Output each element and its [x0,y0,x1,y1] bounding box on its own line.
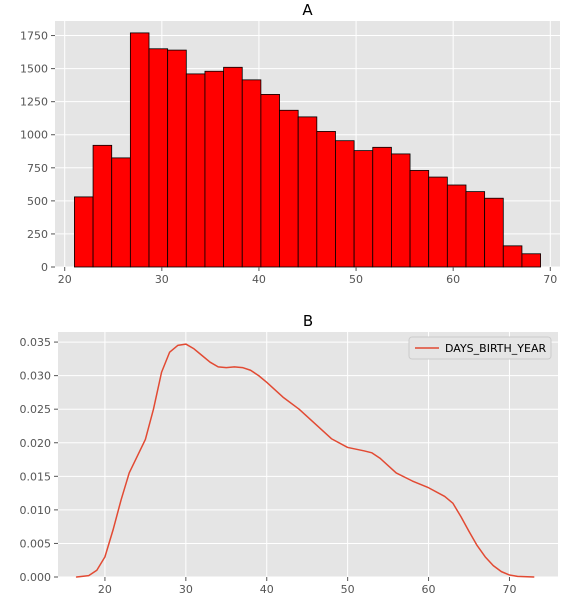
x-tick-label: 40 [252,273,266,286]
kde-line [75,343,535,578]
histogram-bar [465,191,486,268]
histogram-bar [185,73,206,268]
chart-title: B [303,312,313,330]
histogram-bar [148,48,169,268]
legend-label: DAYS_BIRTH_YEAR [445,342,546,355]
y-tick-label: 0.010 [20,504,52,517]
y-tick-label: 250 [27,228,48,241]
histogram-bar [521,253,541,268]
histogram-bar [204,70,224,268]
histogram-bar [316,131,336,268]
histogram-bar [223,66,243,268]
histogram-bar [92,144,113,268]
x-tick-label: 70 [543,273,557,286]
histogram-bar [297,116,318,268]
histogram-bar [502,245,523,268]
histogram-bar [129,32,150,268]
x-tick-label: 30 [179,583,193,596]
x-tick-label: 70 [502,583,516,596]
histogram-bar [409,170,430,268]
x-tick-label: 40 [260,583,274,596]
histogram-bar [391,153,411,268]
histogram-bar [260,94,280,268]
y-tick-label: 0.000 [20,571,52,584]
x-tick-label: 50 [341,583,355,596]
histogram-bar [279,109,299,268]
y-tick-label: 1750 [20,30,48,43]
x-tick-label: 60 [446,273,460,286]
x-tick-label: 60 [422,583,436,596]
y-tick-label: 0.005 [20,537,52,550]
y-tick-label: 1000 [20,129,48,142]
chart-title: A [302,1,313,19]
y-tick-label: 0 [41,261,48,274]
histogram-bar [446,184,467,268]
y-tick-label: 0.015 [20,470,52,483]
legend-frame [408,336,552,360]
plot-area [58,332,558,577]
legend: DAYS_BIRTH_YEAR [408,336,552,360]
histogram-bar [241,79,262,268]
y-tick-label: 500 [27,195,48,208]
chart-b: 20 30 40 50 60 70 0.000 0.005 0.010 0.015 0.020 0.0… [20,312,558,596]
histogram-bar [335,140,355,268]
y-tick-label: 0.035 [20,336,52,349]
x-tick-label: 20 [58,273,72,286]
y-tick-label: 750 [27,162,48,175]
y-tick-label: 0.025 [20,403,52,416]
y-tick-label: 0.020 [20,437,52,450]
x-tick-label: 20 [98,583,112,596]
y-tick-label: 0.030 [20,370,52,383]
chart-a: 20 30 40 50 60 70 0 250 500 750 1000 1250 1500 1750 A [20,1,560,286]
histogram-bar [372,146,392,268]
histogram-bar [484,197,504,268]
x-tick-label: 30 [155,273,169,286]
x-tick-label: 50 [349,273,363,286]
histogram-bar [428,176,448,268]
histogram-bar [167,49,187,268]
y-tick-label: 1250 [20,96,48,109]
histogram-bar [74,196,94,268]
y-tick-label: 1500 [20,63,48,76]
histogram-bar [111,157,131,268]
histogram-bar [353,150,374,268]
